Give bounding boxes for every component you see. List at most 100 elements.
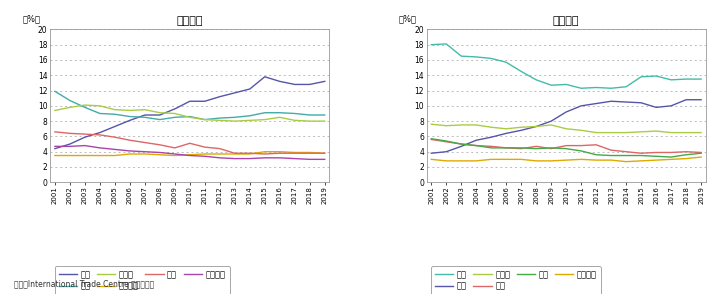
中国 — [140, 113, 149, 117]
ドイツ — [697, 131, 706, 134]
ドイツ — [652, 129, 660, 133]
中国 — [457, 145, 466, 148]
ドイツ — [111, 108, 120, 111]
Line: 日本: 日本 — [55, 132, 325, 154]
日本 — [305, 151, 314, 155]
Line: ドイツ: ドイツ — [55, 105, 325, 121]
英国 — [532, 147, 541, 151]
米国 — [171, 116, 179, 119]
米国 — [592, 86, 600, 89]
日本 — [81, 132, 89, 136]
オランダ — [697, 155, 706, 159]
フランス — [261, 156, 269, 160]
オランダ — [652, 158, 660, 162]
中国 — [111, 125, 120, 128]
フランス — [246, 157, 254, 160]
日本 — [697, 151, 706, 154]
オランダ — [140, 152, 149, 156]
米国 — [457, 54, 466, 58]
フランス — [50, 145, 59, 148]
フランス — [140, 150, 149, 153]
オランダ — [200, 152, 209, 156]
ドイツ — [276, 116, 284, 119]
日本 — [320, 151, 329, 155]
日本 — [622, 150, 631, 153]
Text: （%）: （%） — [22, 14, 40, 23]
Line: オランダ: オランダ — [55, 152, 325, 156]
フランス — [171, 152, 179, 156]
オランダ — [577, 158, 585, 161]
ドイツ — [427, 122, 436, 126]
ドイツ — [667, 131, 675, 134]
中国 — [562, 110, 570, 114]
ドイツ — [517, 126, 526, 129]
ドイツ — [50, 109, 59, 112]
ドイツ — [442, 124, 451, 128]
米国 — [320, 113, 329, 117]
フランス — [156, 151, 164, 154]
英国 — [652, 155, 660, 158]
米国 — [607, 86, 616, 90]
ドイツ — [562, 127, 570, 131]
Line: 米国: 米国 — [55, 91, 325, 120]
ドイツ — [200, 118, 209, 121]
日本 — [186, 141, 194, 145]
フランス — [290, 157, 299, 160]
Line: ドイツ: ドイツ — [431, 124, 701, 133]
中国 — [622, 100, 631, 104]
米国 — [111, 113, 120, 116]
オランダ — [502, 158, 510, 161]
オランダ — [215, 152, 224, 156]
ドイツ — [140, 108, 149, 111]
米国 — [290, 112, 299, 115]
フランス — [305, 158, 314, 161]
オランダ — [276, 150, 284, 153]
オランダ — [111, 154, 120, 157]
米国 — [636, 75, 645, 78]
米国 — [246, 114, 254, 118]
Line: 英国: 英国 — [431, 139, 701, 157]
英国 — [502, 146, 510, 150]
米国 — [81, 106, 89, 109]
日本 — [442, 140, 451, 143]
ドイツ — [607, 131, 616, 134]
オランダ — [125, 152, 134, 156]
中国 — [230, 91, 239, 95]
ドイツ — [125, 109, 134, 112]
ドイツ — [457, 123, 466, 127]
日本 — [652, 151, 660, 154]
中国 — [472, 138, 480, 142]
米国 — [276, 111, 284, 114]
英国 — [442, 139, 451, 143]
中国 — [96, 131, 104, 134]
英国 — [667, 155, 675, 159]
日本 — [50, 130, 59, 133]
米国 — [442, 42, 451, 46]
ドイツ — [472, 123, 480, 127]
ドイツ — [230, 119, 239, 123]
オランダ — [66, 154, 74, 157]
ドイツ — [261, 118, 269, 121]
オランダ — [562, 158, 570, 162]
中国 — [502, 132, 510, 135]
中国 — [125, 118, 134, 122]
オランダ — [682, 157, 690, 160]
中国 — [652, 106, 660, 109]
米国 — [215, 116, 224, 120]
英国 — [697, 151, 706, 155]
中国 — [66, 142, 74, 146]
日本 — [261, 152, 269, 156]
オランダ — [457, 159, 466, 163]
米国 — [622, 85, 631, 88]
英国 — [607, 154, 616, 157]
英国 — [472, 144, 480, 147]
米国 — [532, 78, 541, 82]
Line: オランダ: オランダ — [431, 157, 701, 162]
中国 — [50, 147, 59, 151]
フランス — [215, 156, 224, 160]
英国 — [562, 147, 570, 151]
日本 — [636, 151, 645, 155]
中国 — [667, 104, 675, 108]
オランダ — [246, 152, 254, 156]
ドイツ — [320, 119, 329, 123]
